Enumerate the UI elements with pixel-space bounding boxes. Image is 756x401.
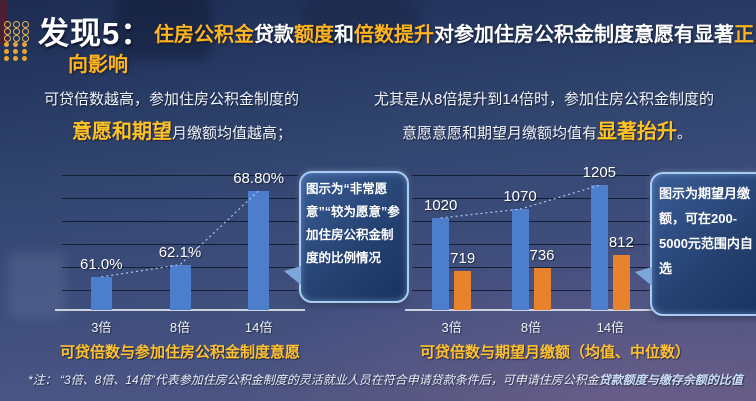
text-segment: 显著抬升 <box>597 121 678 143</box>
text-segment: 意愿和期望 <box>72 121 172 143</box>
gridline <box>412 244 650 245</box>
text-segment: 。 <box>677 125 693 142</box>
gridline <box>412 175 650 176</box>
bar-value-label: 736 <box>529 247 555 265</box>
text-segment: 对参加住房公积金制度意愿有显著 <box>434 24 734 46</box>
bar-value-label: 719 <box>450 250 476 268</box>
bar-value-label: 1070 <box>503 188 537 206</box>
gridline <box>412 290 650 291</box>
page-title: 发现5： <box>38 16 153 51</box>
text-segment: 倍数提升 <box>354 24 434 46</box>
callout-left-text: 图示为“非常愿意”“较为愿意”参加住房公积金制度的比例情况 <box>306 182 400 265</box>
gridline <box>412 221 650 222</box>
text-segment: 贷款额度与缴存余额的比值 <box>598 373 743 387</box>
callout-tail-icon <box>635 267 652 286</box>
insight-right-line2: 意愿意愿和期望月缴额均值有显著抬升。 <box>374 116 752 150</box>
x-axis-label: 8倍 <box>169 320 191 335</box>
bar-8倍-中位数 <box>533 268 551 310</box>
x-axis-label: 3倍 <box>441 320 462 335</box>
text-segment: 意愿意愿和期望月缴额均值有 <box>402 125 598 142</box>
insight-left-line2: 意愿和期望月缴额均值越高； <box>44 116 356 150</box>
bar-14倍-中位数 <box>612 254 630 310</box>
x-axis-label: 8倍 <box>520 320 542 335</box>
callout-right-text: 图示为期望月缴额，可在200-5000元范围内自选 <box>659 186 753 276</box>
text-segment: 和 <box>334 24 354 46</box>
bar-value-label: 1205 <box>582 164 617 182</box>
bar-3倍-参加意愿比例 <box>90 276 112 310</box>
bar-14倍-参加意愿比例 <box>248 190 270 310</box>
bar-3倍-均值 <box>432 218 450 310</box>
insight-right-line1: 尤其是从8倍提升到14倍时，参加住房公积金制度的 <box>374 91 715 108</box>
callout-right: 图示为期望月缴额，可在200-5000元范围内自选 <box>635 172 756 316</box>
bar-value-label: 68.80% <box>233 169 285 187</box>
chart-title-left: 可贷倍数与参加住房公积金制度意愿 <box>59 344 300 361</box>
bar-value-label: 61.0% <box>80 255 123 273</box>
bar-value-label: 62.1% <box>158 243 202 261</box>
bar-value-label: 812 <box>608 233 634 251</box>
insight-left-line1: 可贷倍数越高，参加住房公积金制度的 <box>44 91 300 108</box>
text-segment: 贷款 <box>254 24 294 46</box>
gridline <box>62 175 298 176</box>
insight-right: 尤其是从8倍提升到14倍时，参加住房公积金制度的 意愿意愿和期望月缴额均值有显著… <box>374 84 752 150</box>
insight-left: 可贷倍数越高，参加住房公积金制度的 意愿和期望月缴额均值越高； <box>44 84 356 150</box>
text-segment: 月缴额均值越高； <box>172 125 293 142</box>
text-segment: 额度 <box>294 24 334 46</box>
callout-tail-icon <box>284 266 301 285</box>
x-axis-line <box>55 309 305 311</box>
bar-8倍-参加意愿比例 <box>169 264 191 310</box>
page-subtitle: 住房公积金贷款额度和倍数提升对参加住房公积金制度意愿有显著正向影响 <box>68 20 756 80</box>
chart-participation-x-labels: 3倍 8倍 14倍 <box>62 317 298 335</box>
bar-value-label: 1020 <box>423 197 458 214</box>
background-red-edge <box>0 0 7 44</box>
text-segment: *注： “3倍、8倍、14倍”代表参加住房公积金制度的灵活就业人员在符合申请贷款… <box>28 373 599 387</box>
text-segment: 正向影响 <box>68 24 754 76</box>
x-axis-label: 14倍 <box>596 320 625 335</box>
chart-title-right: 可贷倍数与期望月缴额（均值、中位数） <box>419 344 690 361</box>
x-axis-line <box>405 309 657 311</box>
chart-expected-payment: 1020 719 1070 736 1205 812 <box>405 164 657 311</box>
chart-expected-payment-x-labels: 3倍 8倍 14倍 <box>412 317 650 335</box>
chart-participation-willingness: 61.0% 62.1% 68.80% <box>55 169 305 311</box>
x-axis-label: 3倍 <box>91 320 112 335</box>
footnote: *注： “3倍、8倍、14倍”代表参加住房公积金制度的灵活就业人员在符合申请贷款… <box>28 371 750 388</box>
x-axis-label: 14倍 <box>244 320 273 335</box>
text-segment: 住房公积金 <box>154 24 254 46</box>
gridline <box>412 267 650 268</box>
bar-3倍-中位数 <box>454 271 472 310</box>
callout-left: 图示为“非常愿意”“较为愿意”参加住房公积金制度的比例情况 <box>284 171 409 303</box>
bar-8倍-均值 <box>511 209 529 310</box>
